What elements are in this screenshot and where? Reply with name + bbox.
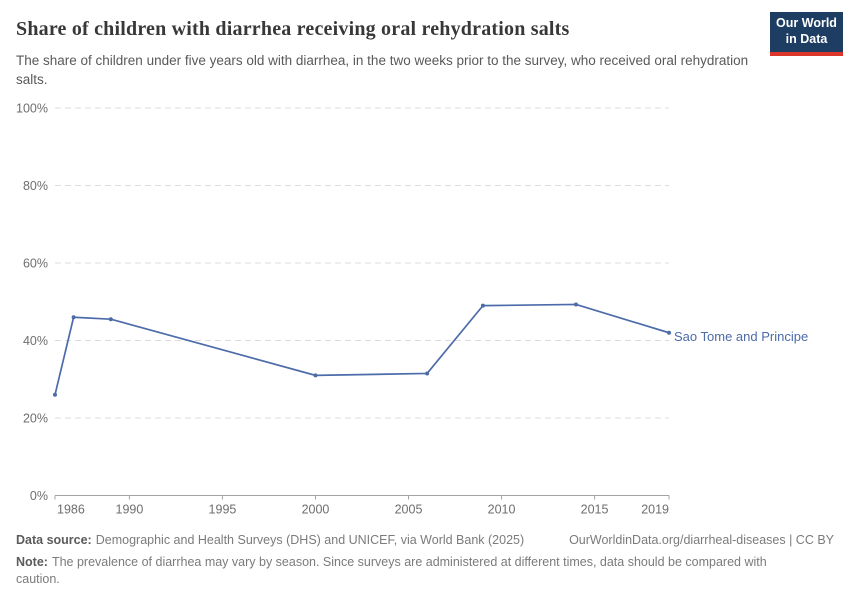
- data-point: [71, 315, 76, 320]
- chart-subtitle: The share of children under five years o…: [16, 53, 749, 88]
- data-point: [108, 317, 113, 322]
- series-line: [54, 303, 670, 396]
- data-point: [480, 303, 485, 308]
- y-tick-label: 100%: [16, 102, 48, 116]
- x-tick-label: 1986: [57, 503, 85, 517]
- chart-footer: Data source: Demographic and Health Surve…: [16, 532, 834, 589]
- data-source-label: Data source:: [16, 533, 92, 547]
- data-point: [667, 330, 671, 335]
- y-tick-label: 0%: [30, 489, 48, 503]
- data-point: [313, 373, 318, 378]
- x-tick-label: 2005: [395, 503, 423, 517]
- x-tick-label: 2010: [488, 503, 516, 517]
- series-label: Sao Tome and Principe: [674, 329, 809, 344]
- data-source-line: Data source: Demographic and Health Surve…: [16, 532, 524, 550]
- x-tick-label: 2019: [641, 503, 669, 517]
- logo-line1: Our World: [776, 16, 837, 31]
- data-point: [573, 302, 578, 307]
- x-tick-label: 1990: [116, 503, 144, 517]
- data-point: [53, 392, 57, 397]
- y-tick-label: 60%: [23, 257, 48, 271]
- data-point: [425, 371, 430, 376]
- note-line: Note: The prevalence of diarrhea may vary…: [16, 554, 784, 589]
- x-tick-label: 2015: [581, 503, 609, 517]
- logo-line2: in Data: [785, 32, 828, 46]
- x-tick-label: 2000: [302, 503, 330, 517]
- note-text: The prevalence of diarrhea may vary by s…: [16, 554, 767, 587]
- note-label: Note:: [16, 554, 48, 569]
- data-source-text: Demographic and Health Surveys (DHS) and…: [95, 533, 525, 547]
- chart-title: Share of children with diarrhea receivin…: [16, 18, 570, 40]
- owid-logo: Our World in Data: [770, 12, 843, 56]
- y-tick-label: 80%: [23, 179, 48, 193]
- x-tick-label: 1995: [209, 503, 237, 517]
- attribution-text: OurWorldinData.org/diarrheal-diseases | …: [569, 533, 834, 547]
- y-tick-label: 20%: [23, 412, 48, 426]
- y-tick-label: 40%: [23, 334, 48, 348]
